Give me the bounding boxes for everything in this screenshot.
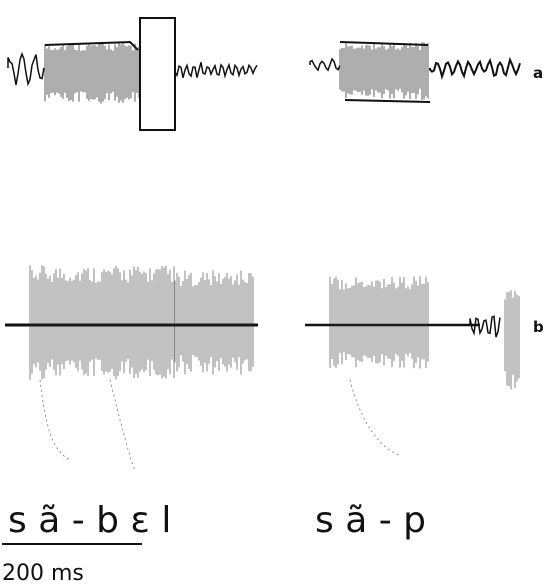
waveform-stroke <box>45 42 138 50</box>
waveform-stroke <box>470 316 500 337</box>
waveform-stroke <box>310 59 340 70</box>
waveform-stroke <box>40 380 135 470</box>
waveform-stroke <box>350 380 400 455</box>
page: {"trace_labels": ["a", "b"], "transcript… <box>0 0 543 588</box>
waveforms <box>5 18 520 470</box>
waveform-stroke <box>140 18 175 130</box>
trace-label: b <box>533 318 543 336</box>
scale-bar-label: 200 ms <box>2 561 84 586</box>
waveform-stroke <box>8 54 44 85</box>
waveform-stroke <box>340 42 428 45</box>
transcription: s ã - b ɛ l <box>8 500 171 541</box>
waveform-stroke <box>175 62 257 77</box>
waveform-stroke <box>430 60 520 77</box>
waveform-stroke <box>345 100 430 102</box>
transcription: s ã - p <box>315 500 426 541</box>
trace-label: a <box>533 64 543 82</box>
figure: a b s ã - b ɛ l s ã - p 200 ms <box>0 0 543 588</box>
